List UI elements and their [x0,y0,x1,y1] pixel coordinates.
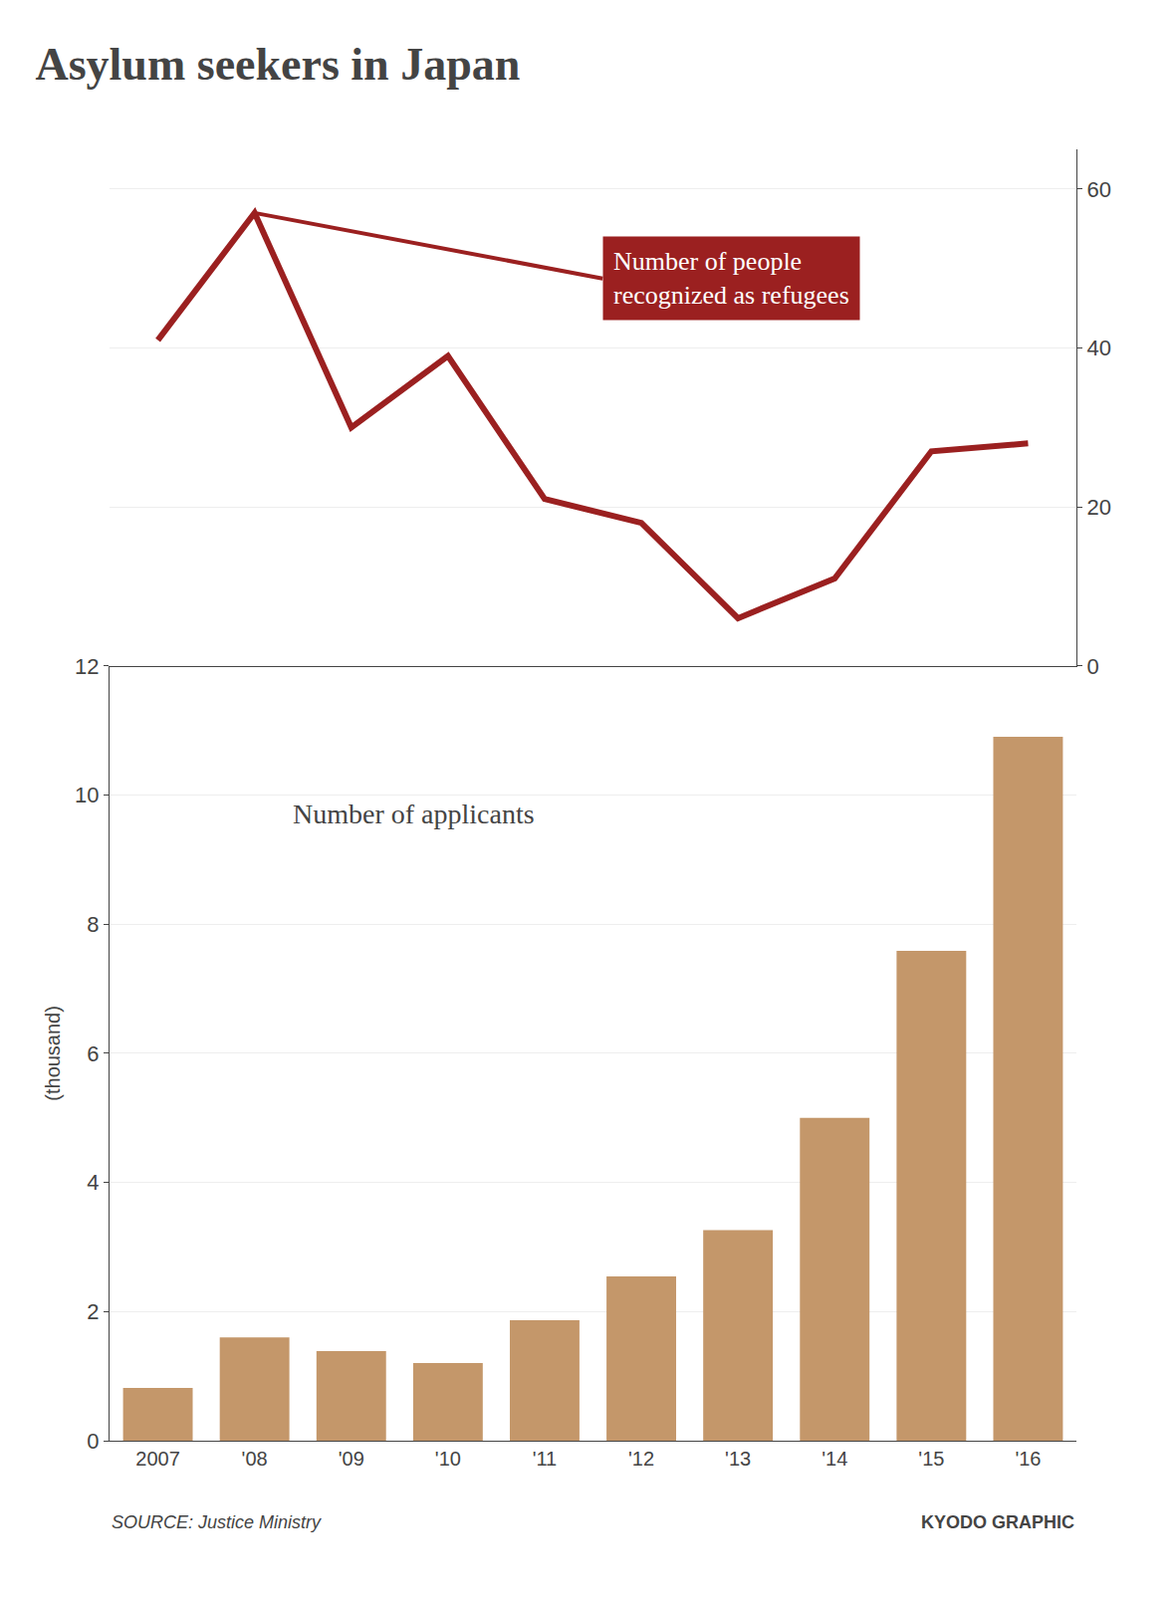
svg-text:Number of peoplerecognized as: Number of peoplerecognized as refugees [613,246,850,310]
svg-text:2: 2 [86,1299,99,1325]
svg-text:'13: '13 [724,1447,751,1470]
svg-text:KYODO GRAPHIC: KYODO GRAPHIC [921,1512,1075,1533]
svg-text:2007: 2007 [135,1447,181,1470]
svg-text:'15: '15 [918,1447,944,1470]
svg-text:6: 6 [86,1041,99,1067]
svg-text:0: 0 [86,1428,99,1454]
svg-text:8: 8 [86,912,99,938]
svg-text:12: 12 [74,654,99,680]
svg-text:SOURCE: Justice Ministry: SOURCE: Justice Ministry [111,1512,322,1533]
svg-text:40: 40 [1086,335,1111,361]
svg-text:10: 10 [74,782,99,808]
svg-text:60: 60 [1086,177,1111,203]
svg-text:(thousand): (thousand) [41,1005,64,1102]
svg-text:'09: '09 [338,1447,365,1470]
svg-text:'08: '08 [241,1447,268,1470]
svg-text:'11: '11 [532,1447,558,1470]
svg-text:Number of applicants: Number of applicants [292,798,535,830]
svg-text:Asylum seekers in Japan: Asylum seekers in Japan [34,38,520,90]
svg-text:20: 20 [1086,494,1111,520]
svg-text:'14: '14 [821,1447,848,1470]
svg-text:'10: '10 [435,1447,462,1470]
svg-text:'12: '12 [628,1447,655,1470]
svg-text:0: 0 [1086,654,1099,680]
svg-text:4: 4 [86,1170,99,1195]
svg-text:'16: '16 [1014,1447,1041,1470]
